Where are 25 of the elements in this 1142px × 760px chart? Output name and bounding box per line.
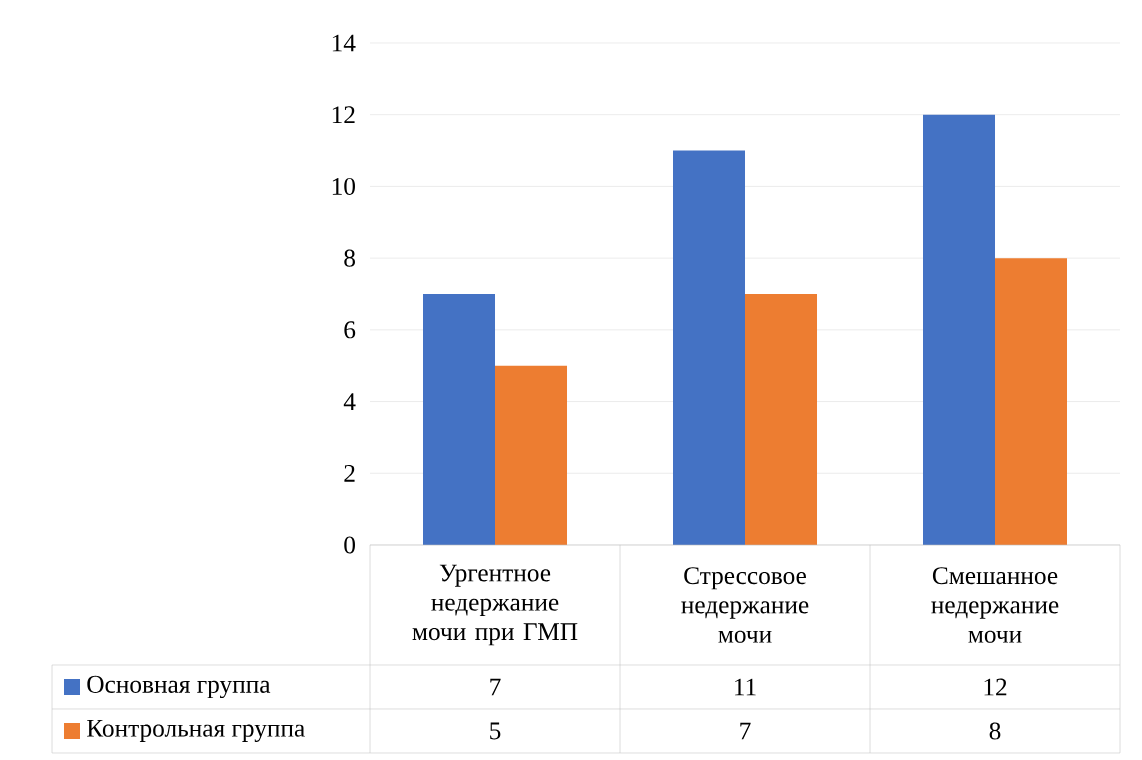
y-tick-label: 10 <box>332 177 355 195</box>
bar <box>673 150 745 545</box>
data-label: 7 <box>490 678 501 696</box>
data-label: 8 <box>989 722 1001 740</box>
y-tick-label: 0 <box>344 536 355 554</box>
x-tick-label: Стрессовое недержание мочи <box>681 567 809 643</box>
x-tick-label: Ургентное недержание мочи при ГМП <box>412 564 578 646</box>
bar <box>495 365 567 545</box>
y-tick-label: 2 <box>344 464 355 482</box>
bar <box>745 293 818 545</box>
y-tick-label: 4 <box>343 393 356 410</box>
legend-label: Контрольная группа <box>87 719 305 742</box>
legend-label: Основная группа <box>87 675 271 699</box>
y-tick-label: 8 <box>344 249 355 267</box>
y-tick-label: 12 <box>332 106 355 124</box>
bar <box>423 293 496 545</box>
data-label: 7 <box>740 722 751 740</box>
data-label: 11 <box>735 678 756 696</box>
y-tick-label: 14 <box>332 34 356 52</box>
y-tick-label: 6 <box>344 321 356 339</box>
data-label: 12 <box>984 678 1007 696</box>
x-tick-label: Смешанное недержание мочи <box>931 567 1059 643</box>
bar <box>923 114 996 545</box>
bar <box>995 258 1067 545</box>
data-label: 5 <box>490 722 501 740</box>
